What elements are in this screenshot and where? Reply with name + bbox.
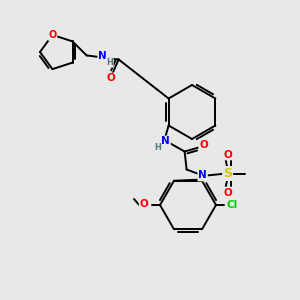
Text: O: O	[106, 74, 115, 83]
Text: O: O	[48, 30, 57, 40]
Text: O: O	[223, 188, 232, 197]
Text: N: N	[161, 136, 170, 146]
Text: O: O	[223, 149, 232, 160]
Text: N: N	[98, 51, 107, 62]
Text: N: N	[198, 170, 207, 181]
Text: H: H	[106, 58, 113, 67]
Text: O: O	[199, 140, 208, 149]
Text: O: O	[140, 199, 148, 209]
Text: H: H	[154, 143, 161, 152]
Text: Cl: Cl	[226, 200, 238, 210]
Text: S: S	[223, 167, 232, 180]
